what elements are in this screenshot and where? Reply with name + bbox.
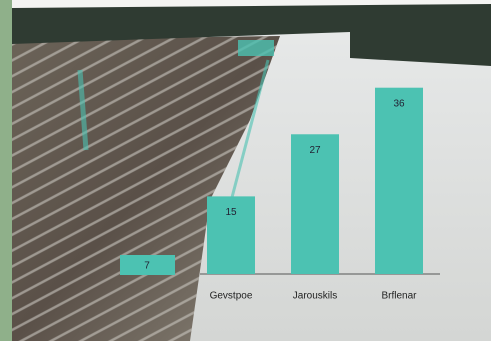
x-tick-label: Gevstpoe [210, 291, 253, 302]
x-tick-label: Jarouskils [293, 291, 337, 302]
annotation-box: 7 [120, 255, 175, 275]
annotation: 7 [144, 261, 150, 272]
bar [375, 87, 423, 274]
bar [207, 196, 255, 274]
value-label: 27 [309, 145, 321, 156]
value-label: 36 [393, 98, 405, 109]
value-label: 15 [225, 207, 237, 218]
x-tick-label: Brflenar [381, 291, 417, 302]
bar [291, 134, 339, 274]
